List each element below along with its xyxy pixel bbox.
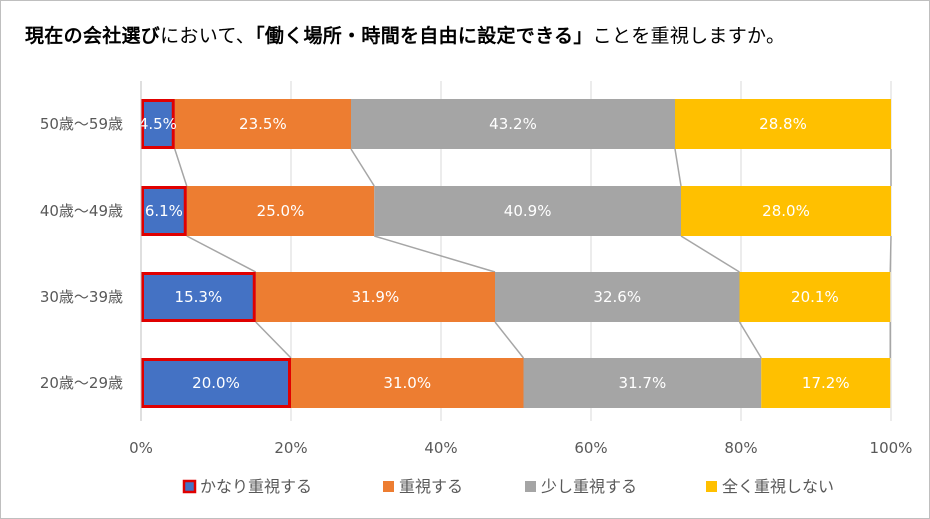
bar-segment <box>141 272 256 322</box>
bar-segment <box>255 272 495 322</box>
title-normal-2: ことを重視しますか。 <box>592 25 786 47</box>
bar-highlight-outline <box>141 99 175 149</box>
bar-segment <box>374 186 681 236</box>
legend-label: 全く重視しない <box>722 477 834 496</box>
x-tick-label: 100% <box>870 439 913 457</box>
legend-swatch <box>525 481 536 492</box>
bar-highlight-outline <box>141 272 256 322</box>
legend-swatch <box>182 479 197 494</box>
x-tick-label: 20% <box>274 439 307 457</box>
data-label: 43.2% <box>489 115 537 133</box>
bar-segment <box>675 99 891 149</box>
data-label: 4.5% <box>139 115 177 133</box>
bar-segment <box>351 99 675 149</box>
title-bold-1: 現在の会社選び <box>25 25 161 47</box>
bar-segment <box>761 358 891 408</box>
category-label: 30歳～39歳 <box>40 288 123 306</box>
data-label: 23.5% <box>239 115 287 133</box>
series-line <box>674 148 682 187</box>
x-tick-label: 80% <box>724 439 757 457</box>
bar-segment <box>681 186 891 236</box>
data-label: 28.8% <box>759 115 807 133</box>
data-label: 20.0% <box>192 374 240 392</box>
legend-label: 重視する <box>399 477 463 496</box>
title-bold-2: 「働く場所・時間を自由に設定できる」 <box>255 25 593 47</box>
data-label: 20.1% <box>791 288 839 306</box>
chart-title: 現在の会社選びにおいて、「働く場所・時間を自由に設定できる」ことを重視しますか。 <box>25 21 785 48</box>
series-line <box>494 321 525 359</box>
data-label: 32.6% <box>593 288 641 306</box>
series-line <box>186 235 257 273</box>
bar-segment <box>495 272 740 322</box>
category-label: 20歳～29歳 <box>40 374 123 392</box>
data-label: 31.0% <box>383 374 431 392</box>
category-label: 50歳～59歳 <box>40 115 123 133</box>
series-line <box>738 321 762 359</box>
legend-label: かなり重視する <box>200 477 312 496</box>
bar-segment <box>739 272 891 322</box>
data-label: 25.0% <box>257 202 305 220</box>
x-tick-label: 0% <box>129 439 153 457</box>
bar-segment <box>141 186 187 236</box>
legend-label: 少し重視する <box>541 477 637 496</box>
series-line <box>374 235 496 273</box>
bar-segment <box>141 99 175 149</box>
x-tick-label: 60% <box>574 439 607 457</box>
series-line <box>680 235 740 273</box>
series-line <box>174 148 188 187</box>
bar-highlight-outline <box>141 186 187 236</box>
data-label: 28.0% <box>762 202 810 220</box>
bar-segment <box>523 358 762 408</box>
series-line <box>350 148 375 187</box>
series-line <box>255 321 292 359</box>
data-label: 17.2% <box>802 374 850 392</box>
bar-segment <box>186 186 375 236</box>
legend-swatch <box>706 481 717 492</box>
bar-highlight-outline <box>141 358 291 408</box>
bar-segment <box>291 358 524 408</box>
x-tick-label: 40% <box>424 439 457 457</box>
data-label: 6.1% <box>145 202 183 220</box>
bar-segment <box>141 358 291 408</box>
data-label: 31.9% <box>352 288 400 306</box>
category-label: 40歳～49歳 <box>40 202 123 220</box>
title-normal-1: において、 <box>160 25 256 47</box>
data-label: 31.7% <box>619 374 667 392</box>
series-line <box>889 235 892 273</box>
data-label: 40.9% <box>504 202 552 220</box>
legend-swatch <box>383 481 394 492</box>
data-label: 15.3% <box>175 288 223 306</box>
bar-segment <box>174 99 351 149</box>
